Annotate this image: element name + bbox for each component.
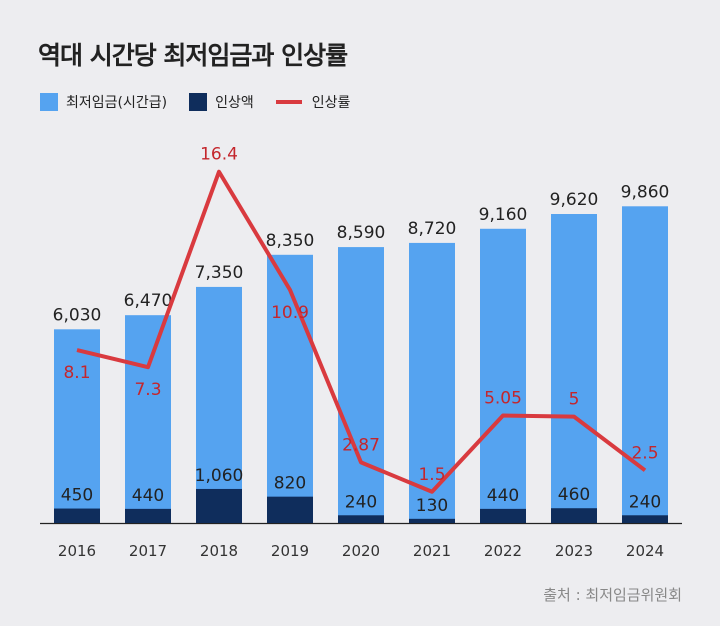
legend-item-increase: 인상액 (189, 92, 254, 112)
bar-increase-label-2020: 240 (345, 492, 377, 512)
x-tick-label-2022: 2022 (484, 542, 522, 560)
legend-swatch-increase (189, 93, 208, 111)
legend-item-wage: 최저임금(시간급) (40, 92, 167, 112)
bar-wage-label-2018: 7,350 (195, 263, 244, 283)
bar-increase-2021 (409, 518, 455, 523)
x-tick-label-2023: 2023 (555, 542, 593, 560)
bar-increase-label-2023: 460 (558, 485, 590, 505)
legend-swatch-wage (40, 93, 58, 111)
x-tick-label-2017: 2017 (129, 542, 167, 560)
chart-title: 역대 시간당 최저임금과 인상률 (38, 41, 348, 70)
bar-increase-label-2022: 440 (487, 486, 519, 506)
legend-label-increase: 인상액 (215, 95, 254, 111)
x-tick-label-2018: 2018 (200, 542, 238, 560)
bar-increase-label-2024: 240 (629, 492, 661, 512)
bar-wage-2024 (622, 206, 668, 523)
bar-wage-label-2020: 8,590 (337, 223, 386, 243)
x-tick-label-2024: 2024 (626, 542, 664, 560)
rate-label-2016: 8.1 (63, 363, 90, 383)
bar-wage-label-2019: 8,350 (266, 231, 315, 251)
bar-wage-label-2017: 6,470 (124, 291, 173, 311)
bar-increase-2024 (622, 515, 668, 523)
legend-label-wage: 최저임금(시간급) (66, 95, 168, 111)
rate-label-2021: 1.5 (418, 465, 445, 485)
bar-increase-2022 (480, 508, 526, 523)
bar-increase-2016 (54, 508, 100, 523)
rate-label-2020: 2.87 (342, 435, 380, 455)
rate-label-2023: 5 (569, 390, 580, 410)
legend-swatch-rate (275, 100, 302, 104)
legend-item-rate: 인상률 (275, 92, 351, 112)
bar-wage-2016 (54, 329, 100, 523)
x-tick-label-2019: 2019 (271, 542, 309, 560)
bar-wage-2022 (480, 228, 526, 523)
bar-wage-label-2016: 6,030 (53, 305, 102, 325)
legend-label-rate: 인상률 (311, 95, 351, 111)
bar-increase-label-2021: 130 (416, 496, 448, 516)
bar-wage-label-2023: 9,620 (550, 190, 599, 210)
bar-increase-2017 (125, 508, 171, 523)
rate-label-2022: 5.05 (484, 389, 522, 409)
rate-label-2018: 16.4 (200, 145, 238, 165)
bar-wage-2020 (338, 247, 384, 523)
x-tick-label-2020: 2020 (342, 542, 380, 560)
bar-increase-label-2018: 1,060 (195, 466, 244, 486)
x-tick-label-2021: 2021 (413, 542, 451, 560)
bar-wage-label-2022: 9,160 (479, 205, 528, 225)
rate-label-2019: 10.9 (271, 303, 309, 323)
bar-increase-2020 (338, 515, 384, 523)
bar-increase-2023 (551, 508, 597, 523)
bar-increase-2018 (196, 488, 242, 523)
rate-label-2017: 7.3 (134, 380, 161, 400)
bar-wage-label-2021: 8,720 (408, 219, 457, 239)
bar-increase-label-2016: 450 (61, 486, 93, 506)
bar-increase-label-2017: 440 (132, 486, 164, 506)
bar-increase-label-2019: 820 (274, 474, 306, 494)
bar-wage-label-2024: 9,860 (621, 182, 670, 202)
rate-label-2024: 2.5 (631, 443, 658, 463)
bar-wage-2023 (551, 214, 597, 523)
source-note: 출처 : 최저임금위원회 (543, 586, 682, 604)
bar-wage-2018 (196, 286, 242, 523)
bar-increase-2019 (267, 496, 313, 523)
bar-wage-2017 (125, 315, 171, 523)
bar-wage-2019 (267, 254, 313, 523)
legend: 최저임금(시간급) 인상액 인상률 (40, 92, 372, 112)
x-tick-label-2016: 2016 (58, 542, 96, 560)
